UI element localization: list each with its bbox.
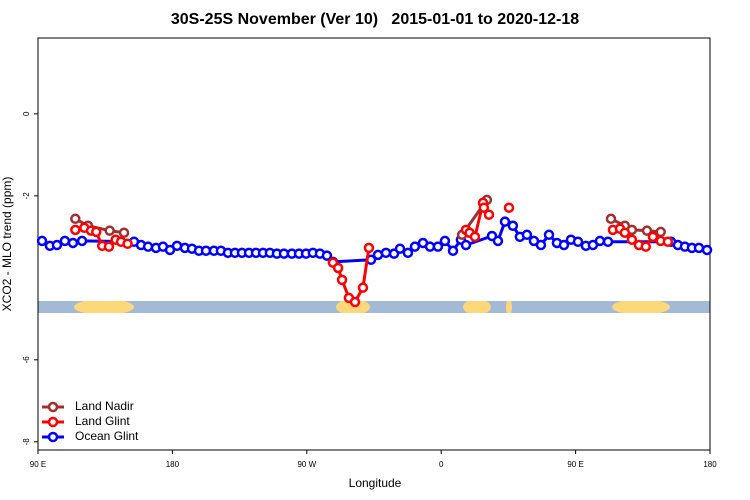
land-band	[38, 301, 710, 313]
x-tick-label: 90 W	[297, 460, 316, 469]
point	[483, 209, 495, 220]
point	[380, 247, 392, 259]
legend-marker	[47, 431, 59, 443]
point	[90, 226, 102, 238]
point	[70, 224, 81, 236]
point	[492, 235, 504, 247]
legend-item: Ocean Glint	[42, 429, 139, 443]
point	[543, 229, 555, 241]
point	[409, 241, 421, 252]
legend-item: Land Glint	[42, 414, 130, 428]
point	[641, 225, 653, 236]
legend-item: Land Nadir	[42, 399, 134, 413]
legend-label: Ocean Glint	[75, 429, 139, 443]
point	[640, 241, 652, 252]
point	[36, 235, 48, 247]
y-tick-label: 0	[22, 111, 31, 116]
point	[572, 236, 584, 247]
point	[701, 244, 713, 256]
legend-marker	[47, 401, 59, 413]
land-patch	[506, 301, 512, 313]
point	[503, 202, 515, 213]
land-patch	[463, 301, 491, 313]
point	[357, 282, 369, 293]
chart-title: 30S-25S November (Ver 10) 2015-01-01 to …	[171, 11, 579, 28]
x-tick-label: 0	[439, 460, 444, 469]
point	[51, 239, 63, 251]
point	[655, 226, 666, 238]
x-tick-label: 90 E	[567, 460, 583, 469]
y-tick-label: -6	[22, 356, 31, 364]
point	[499, 216, 511, 227]
point	[394, 243, 406, 254]
point	[594, 235, 606, 247]
point	[478, 202, 490, 213]
point	[469, 231, 481, 243]
point	[349, 296, 361, 308]
point	[647, 231, 659, 243]
point	[104, 225, 115, 236]
x-axis-label: Longitude	[349, 476, 402, 490]
point	[118, 227, 130, 238]
y-axis-label: XCO2 - MLO trend (ppm)	[0, 177, 14, 312]
y-tick-label: -2	[22, 192, 31, 200]
y-tick-label: -8	[22, 438, 31, 446]
point	[460, 239, 472, 251]
legend-label: Land Glint	[75, 414, 130, 428]
point	[521, 229, 533, 241]
point	[122, 238, 133, 250]
x-tick-label: 180	[166, 460, 180, 469]
land-patch	[612, 301, 670, 313]
series-line	[74, 199, 661, 236]
point	[439, 235, 451, 247]
x-tick-label: 90 E	[30, 460, 46, 469]
point	[602, 236, 614, 247]
point	[70, 213, 81, 225]
point	[363, 242, 375, 254]
point	[321, 250, 333, 261]
point	[693, 242, 705, 254]
x-tick-label: 180	[703, 460, 717, 469]
point	[535, 239, 547, 251]
point	[558, 239, 570, 251]
point	[59, 235, 71, 247]
point	[619, 227, 631, 238]
point	[142, 241, 154, 252]
legend-marker	[47, 416, 59, 428]
point	[336, 274, 348, 286]
point	[402, 247, 414, 259]
point	[662, 236, 674, 247]
point	[507, 220, 519, 232]
point	[76, 235, 88, 247]
land-patch	[74, 301, 134, 313]
point	[447, 245, 459, 257]
legend-label: Land Nadir	[75, 399, 134, 413]
point	[103, 241, 115, 252]
point	[67, 237, 79, 249]
point	[332, 262, 344, 274]
point	[605, 213, 617, 225]
point	[626, 234, 638, 245]
ocean-strip	[38, 301, 710, 313]
land-patch	[336, 301, 370, 313]
point	[432, 241, 444, 252]
